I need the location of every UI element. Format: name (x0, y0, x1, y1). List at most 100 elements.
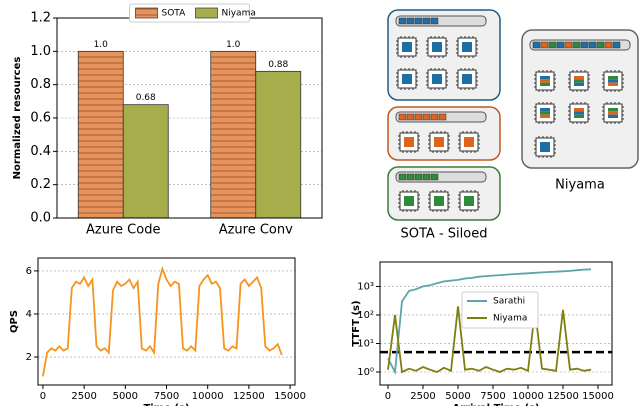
legend-frame (129, 3, 250, 23)
x-tick-label: 15000 (582, 391, 614, 402)
y-tick-label: 0.2 (30, 177, 51, 192)
gpu-chip (456, 68, 478, 90)
request (596, 41, 605, 49)
bar-value-label: 0.88 (268, 60, 288, 70)
y-tick-label: 0.8 (30, 77, 51, 92)
request (406, 113, 415, 121)
chip-core (608, 114, 618, 118)
y-tick-label: 10¹ (357, 338, 374, 349)
chip-core (608, 111, 618, 115)
gpu-chip (396, 68, 418, 90)
request (414, 17, 423, 25)
chip-core (608, 108, 618, 112)
chip-core (402, 74, 412, 84)
request (422, 17, 431, 25)
line (387, 268, 592, 376)
request (406, 17, 415, 25)
y-tick-label: 10³ (357, 281, 374, 292)
legend-label: SOTA (162, 9, 187, 19)
bar-value-label: 0.68 (136, 93, 156, 103)
request (548, 41, 557, 49)
y-tick-label: 10² (357, 310, 374, 321)
plot-frame (37, 257, 296, 386)
chip-core (462, 74, 472, 84)
request (414, 113, 423, 121)
legend-swatch (135, 7, 158, 19)
y-axis-label: QPS (9, 310, 20, 333)
x-tick-label: 5000 (445, 391, 470, 402)
request (398, 173, 407, 181)
gpu-chip (428, 131, 450, 153)
bar (122, 104, 169, 219)
request (540, 41, 549, 49)
chip-core (540, 111, 550, 115)
chip-core (608, 82, 618, 86)
gpu-chip (398, 190, 420, 212)
gpu-chip (534, 136, 556, 158)
y-tick-label: 0.0 (30, 211, 51, 226)
gpu-chip (568, 70, 590, 92)
y-tick-label: 6 (26, 266, 32, 277)
request (398, 113, 407, 121)
chip-core (540, 79, 550, 83)
chip-core (432, 74, 442, 84)
chip-core (574, 111, 584, 115)
chip-core (464, 137, 474, 147)
x-tick-label: 10000 (512, 391, 544, 402)
chip-core (404, 137, 414, 147)
gpu-chip (398, 131, 420, 153)
request (422, 113, 431, 121)
x-tick-label: 12500 (233, 391, 265, 402)
chip-core (540, 76, 550, 80)
x-tick-label: 10000 (192, 391, 224, 402)
gpu-chip (602, 70, 624, 92)
x-tick-label: 0 (385, 391, 391, 402)
chip-core (574, 76, 584, 80)
legend-label: Niyama (493, 314, 527, 324)
chip-core (434, 196, 444, 206)
y-tick-label: 0.4 (30, 144, 51, 159)
y-tick-label: 2 (26, 352, 32, 363)
chip-core (404, 196, 414, 206)
request (572, 41, 581, 49)
y-tick-label: 1.0 (30, 44, 51, 59)
chip-core (464, 196, 474, 206)
request (604, 41, 613, 49)
y-tick-label: 4 (26, 309, 32, 320)
x-tick-label: Azure Conv (219, 223, 293, 238)
chip-core (432, 42, 442, 52)
gpu-chip (458, 131, 480, 153)
legend-swatch (195, 7, 218, 19)
diagram-label: SOTA - Siloed (401, 227, 488, 242)
x-tick-label: 15000 (274, 391, 306, 402)
request (564, 41, 573, 49)
y-axis-label: TTFT (s) (351, 300, 362, 346)
request (398, 17, 407, 25)
request (430, 113, 439, 121)
x-tick-label: 5000 (113, 391, 138, 402)
chip-core (608, 79, 618, 83)
y-tick-label: 1.2 (30, 11, 51, 26)
request (430, 173, 439, 181)
chip-core (402, 42, 412, 52)
request (588, 41, 597, 49)
chip-core (434, 137, 444, 147)
request (414, 173, 423, 181)
y-tick-label: 0.6 (30, 111, 51, 126)
legend-label: Niyama (222, 9, 256, 19)
request (532, 41, 541, 49)
request (406, 173, 415, 181)
chip-core (574, 82, 584, 86)
gpu-chip (426, 36, 448, 58)
gpu-chip (534, 70, 556, 92)
x-tick-label: 7500 (154, 391, 179, 402)
gpu-chip (568, 102, 590, 124)
plot-frame (379, 261, 613, 386)
line (387, 306, 592, 374)
chip-core (574, 114, 584, 118)
x-tick-label: 7500 (480, 391, 505, 402)
chip-core (608, 76, 618, 80)
gpu-chip (456, 36, 478, 58)
chip-core (540, 114, 550, 118)
